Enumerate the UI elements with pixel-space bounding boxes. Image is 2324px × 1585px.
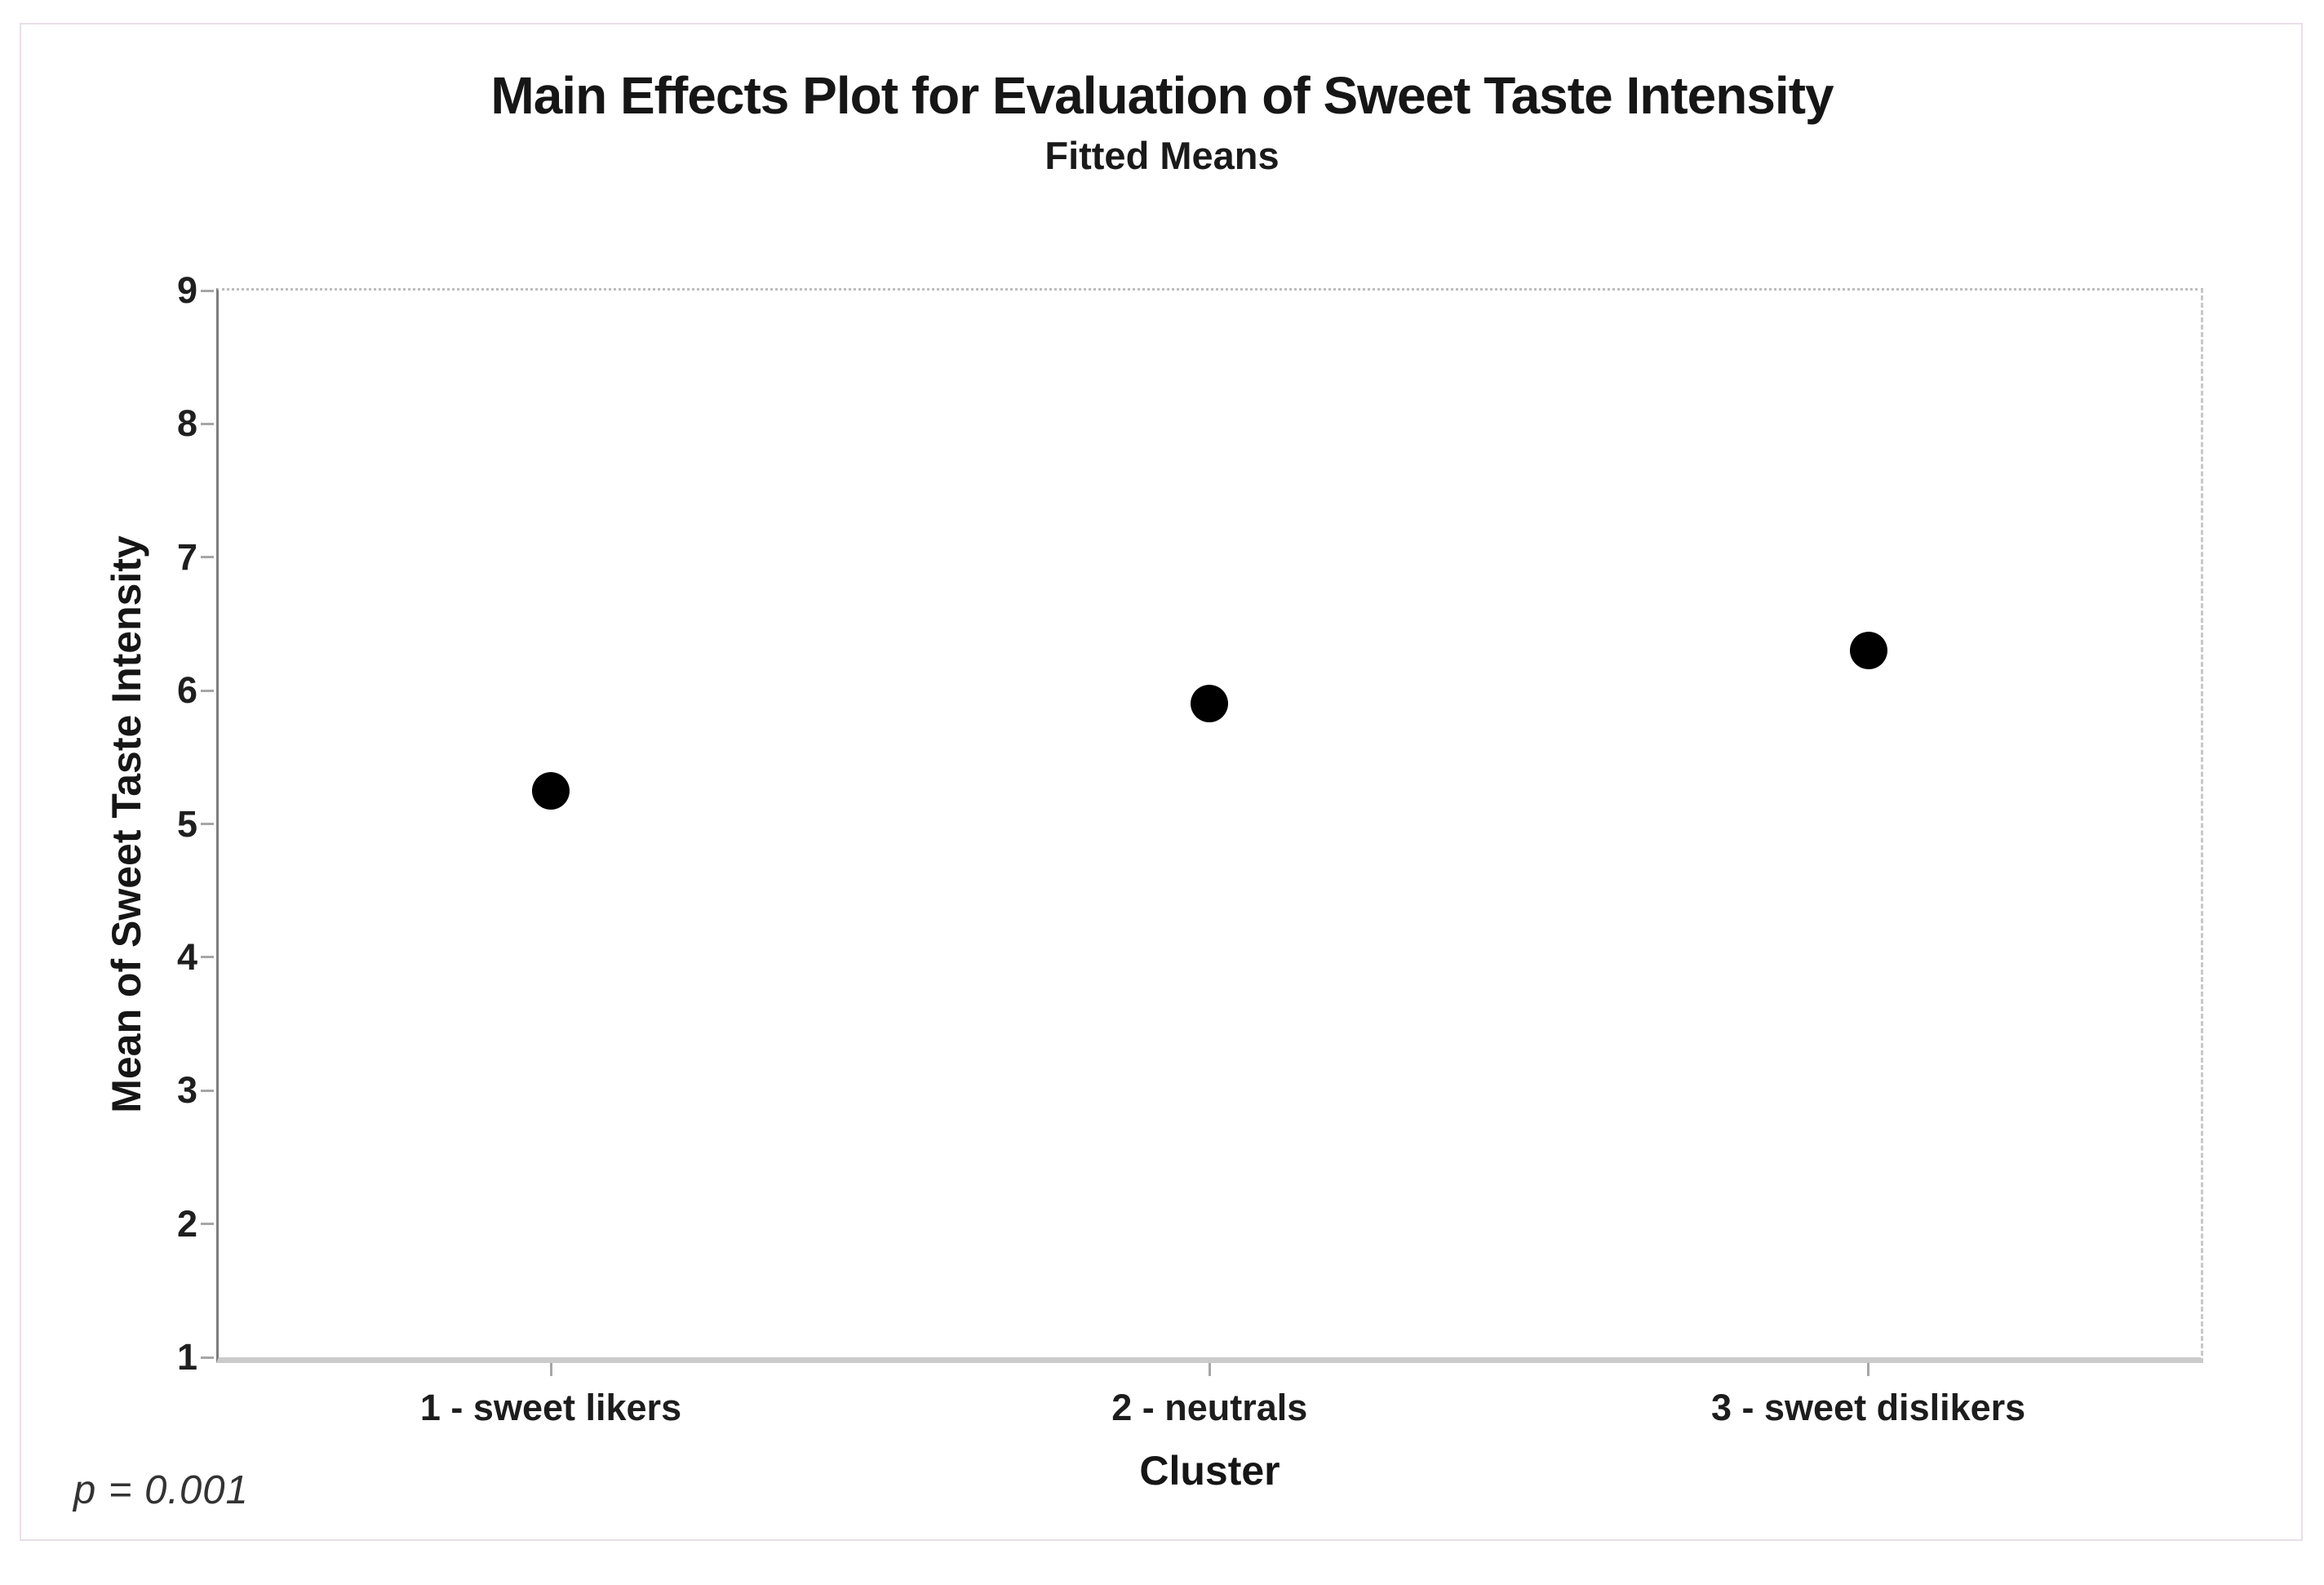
data-point: [532, 771, 570, 810]
y-tick-label: 7: [176, 535, 197, 578]
y-tick-mark: [201, 689, 214, 692]
y-tick-label: 4: [176, 935, 197, 978]
plot-area: 1 2 3 4 5 6 7 8 9 1 - sweet likers 2 - neutrals 3 …: [104, 269, 2203, 1494]
y-tick-mark: [201, 1223, 214, 1226]
y-tick-label: 5: [176, 802, 197, 845]
y-tick-label: 3: [176, 1069, 197, 1112]
p-value-annotation: p = 0.001: [73, 1468, 249, 1512]
data-point: [1191, 685, 1229, 723]
y-tick-label: 2: [176, 1202, 197, 1245]
y-axis-title: Mean of Sweet Taste Intensity: [104, 535, 149, 1113]
chart-subtitle: Fitted Means: [1044, 134, 1280, 177]
y-tick-label: 1: [176, 1336, 197, 1378]
x-tick-mark: [1208, 1363, 1211, 1376]
y-tick-mark: [201, 289, 214, 292]
data-point: [1849, 632, 1887, 670]
y-tick-mark: [201, 1089, 214, 1092]
y-tick-label: 8: [176, 402, 197, 445]
y-tick-mark: [201, 1356, 214, 1359]
x-category-label: 3 - sweet dislikers: [1710, 1387, 2026, 1428]
chart-title: Main Effects Plot for Evaluation of Swee…: [490, 66, 1834, 125]
x-tick-mark: [549, 1363, 552, 1376]
y-tick-mark: [201, 556, 214, 559]
x-axis-title: Cluster: [1139, 1448, 1280, 1494]
y-tick-mark: [201, 823, 214, 825]
y-tick-label: 9: [176, 269, 197, 311]
y-tick-label: 6: [176, 669, 197, 712]
x-category-label: 1 - sweet likers: [419, 1387, 682, 1428]
y-tick-mark: [201, 956, 214, 959]
y-tick-mark: [201, 422, 214, 425]
x-tick-mark: [1867, 1363, 1870, 1376]
x-category-label: 2 - neutrals: [1111, 1387, 1308, 1428]
